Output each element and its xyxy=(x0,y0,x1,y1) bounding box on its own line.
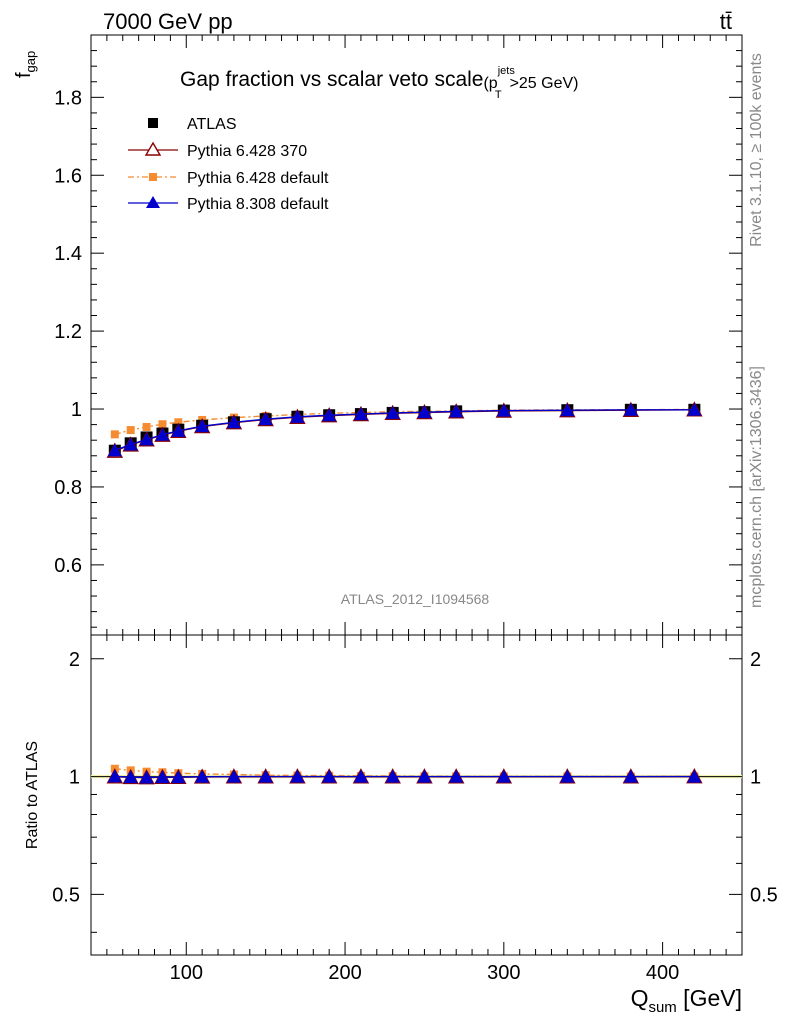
ratio-point xyxy=(107,769,122,783)
legend: ATLAS Pythia 6.428 370 Pythia 6.428 defa… xyxy=(128,116,329,213)
x-tick-label: 100 xyxy=(170,962,203,984)
x-tick-label: 400 xyxy=(646,962,679,984)
rivet-version-label: Rivet 3.1.10, ≥ 100k events xyxy=(748,53,765,247)
legend-label-pythia6-370: Pythia 6.428 370 xyxy=(187,143,307,160)
data-point xyxy=(322,408,337,422)
ratio-point xyxy=(226,769,241,783)
energy-label: 7000 GeV pp xyxy=(103,9,233,34)
y-tick-label: 1 xyxy=(71,399,82,421)
ratio-point xyxy=(139,770,154,784)
plot-title-cut: (p xyxy=(483,75,497,92)
legend-item-pythia6-default: Pythia 6.428 default xyxy=(128,170,329,187)
ratio-point xyxy=(687,769,702,783)
data-point xyxy=(226,415,241,429)
y-axis-label-main: f xyxy=(13,72,35,78)
data-point xyxy=(687,402,702,416)
data-point xyxy=(290,409,305,423)
ratio-point xyxy=(258,769,273,783)
data-point xyxy=(560,403,575,417)
ratio-point xyxy=(623,769,638,783)
legend-marker-square xyxy=(148,118,158,128)
data-point xyxy=(158,420,167,429)
x-tick-label: 200 xyxy=(328,962,361,984)
data-point xyxy=(155,427,170,441)
y-tick-label: 0.8 xyxy=(54,477,82,499)
ratio-point xyxy=(290,769,305,783)
x-axis-label-sub: sum xyxy=(648,999,676,1016)
y-axis-label-sub: gap xyxy=(23,51,38,73)
data-point xyxy=(353,407,368,421)
plot-title-sup: jets xyxy=(497,65,516,77)
legend-marker-orange-square xyxy=(149,173,157,181)
legend-marker-triangle xyxy=(146,196,160,208)
ratio-point xyxy=(560,769,575,783)
data-point xyxy=(107,443,122,457)
plot-title: Gap fraction vs scalar veto scale(pjets T… xyxy=(180,65,579,101)
legend-item-pythia6-370: Pythia 6.428 370 xyxy=(128,141,307,160)
data-point xyxy=(171,423,186,437)
ratio-point xyxy=(123,770,138,784)
analysis-id-label: ATLAS_2012_I1094568 xyxy=(341,591,490,607)
main-series-layer xyxy=(106,401,703,458)
data-point xyxy=(139,432,154,446)
ratio-tick-label-left: 1 xyxy=(69,767,80,789)
x-axis-label-unit: [GeV] xyxy=(677,985,742,1011)
ratio-point xyxy=(195,769,210,783)
plot-title-tail: >25 GeV) xyxy=(510,75,579,92)
ratio-point xyxy=(353,769,368,783)
y-tick-label: 1.6 xyxy=(54,165,82,187)
ratio-tick-label-right: 2 xyxy=(750,649,761,671)
data-point xyxy=(174,418,183,427)
ratio-panel-frame xyxy=(90,634,743,956)
ratio-series-layer xyxy=(106,764,703,785)
data-point xyxy=(110,430,119,439)
ratio-axis-label: Ratio to ATLAS xyxy=(24,741,41,849)
x-tick-label: 300 xyxy=(487,962,520,984)
ratio-tick-label-right: 1 xyxy=(750,767,761,789)
y-axis-label: fgap xyxy=(13,51,38,78)
mcplots-reference-label: mcplots.cern.ch [arXiv:1306.3436] xyxy=(748,366,765,608)
legend-label-pythia6-default: Pythia 6.428 default xyxy=(187,170,329,187)
y-tick-label: 1.4 xyxy=(54,243,82,265)
ratio-tick-label-left: 2 xyxy=(69,649,80,671)
ratio-point xyxy=(449,769,464,783)
ratio-point xyxy=(496,769,511,783)
plot-title-main: Gap fraction vs scalar veto scale xyxy=(180,68,483,91)
x-axis-label: Qsum [GeV] xyxy=(631,985,742,1016)
data-point xyxy=(496,403,511,417)
data-point xyxy=(449,404,464,418)
data-point xyxy=(623,402,638,416)
ratio-point xyxy=(417,769,432,783)
y-tick-label: 1.2 xyxy=(54,321,82,343)
data-point xyxy=(123,437,138,451)
svg-text:fgap: fgap xyxy=(13,51,38,78)
data-point xyxy=(417,405,432,419)
ratio-point xyxy=(155,770,170,784)
legend-label-pythia8-default: Pythia 8.308 default xyxy=(187,196,329,213)
ratio-point xyxy=(385,769,400,783)
legend-item-pythia8-default: Pythia 8.308 default xyxy=(128,196,329,213)
legend-marker-open-triangle xyxy=(144,141,162,156)
data-point xyxy=(126,426,135,435)
data-point xyxy=(385,405,400,419)
legend-label-atlas: ATLAS xyxy=(187,116,237,133)
ratio-tick-label-right: 0.5 xyxy=(750,884,778,906)
ratio-point xyxy=(171,770,186,784)
process-label: tt̄ xyxy=(720,9,732,34)
legend-item-atlas: ATLAS xyxy=(148,116,237,133)
data-point xyxy=(258,412,273,426)
data-point xyxy=(195,419,210,433)
plot-title-sub: T xyxy=(495,89,502,101)
x-axis-label-main: Q xyxy=(631,985,649,1011)
ratio-tick-label-left: 0.5 xyxy=(52,884,80,906)
ratio-point xyxy=(322,769,337,783)
y-tick-label: 1.8 xyxy=(54,87,82,109)
data-point xyxy=(142,422,151,431)
y-tick-label: 0.6 xyxy=(54,555,82,577)
